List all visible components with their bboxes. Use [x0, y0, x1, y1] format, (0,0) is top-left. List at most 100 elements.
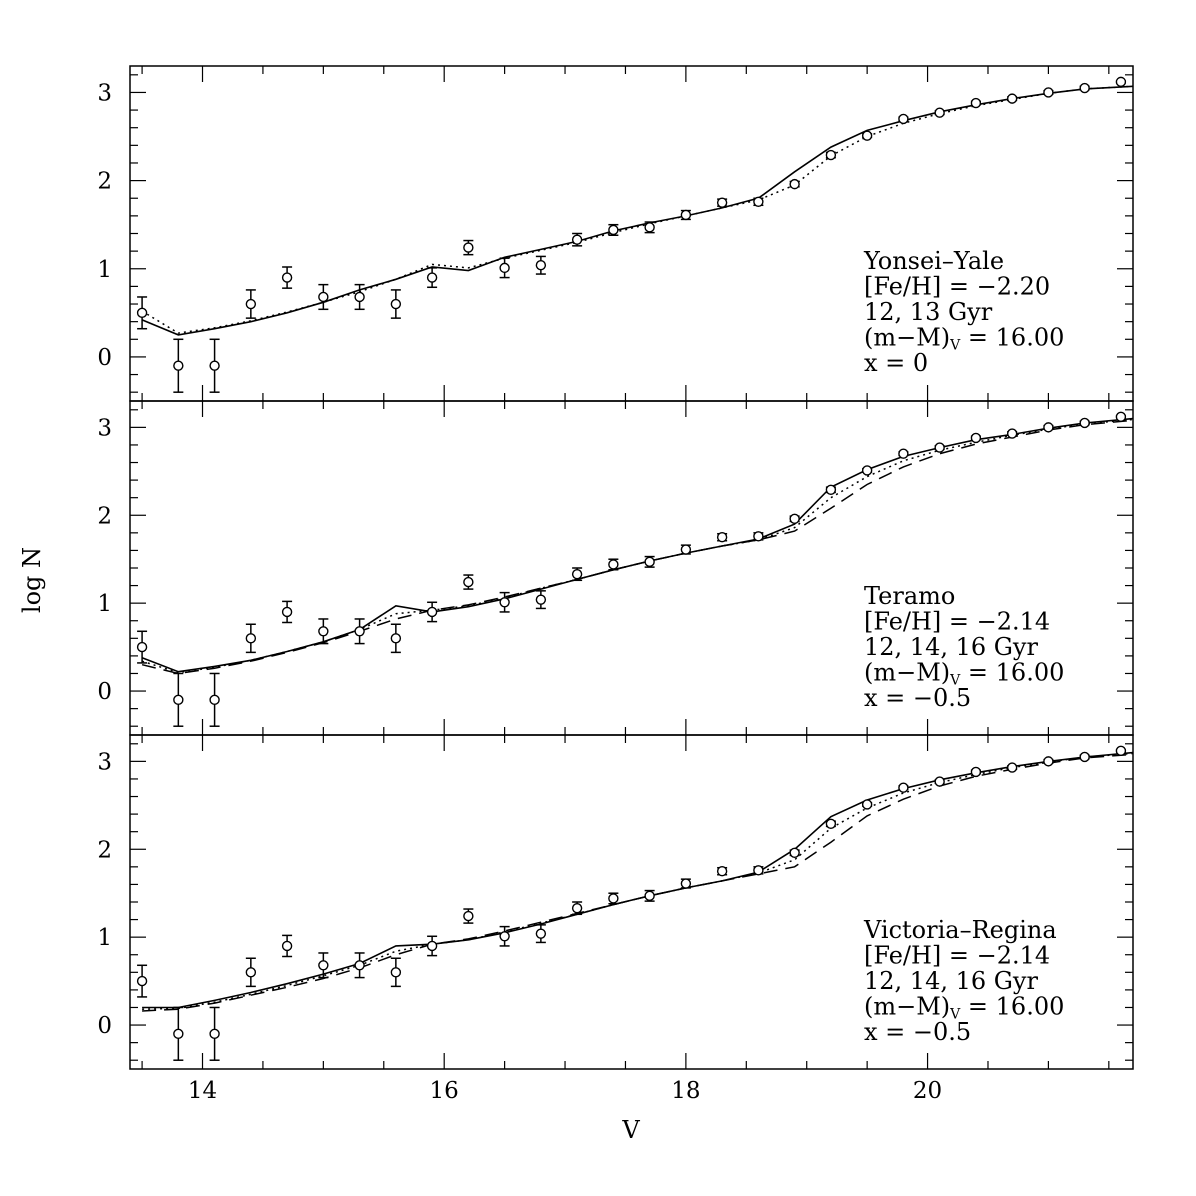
observed-point — [861, 799, 873, 810]
observed-point — [318, 626, 329, 637]
x-tick-label: 14 — [188, 1078, 217, 1104]
panel-label-line: Victoria–Regina — [863, 916, 1057, 944]
observed-point — [1115, 745, 1127, 757]
observed-point — [970, 766, 982, 778]
panel-label-line: Teramo — [864, 582, 955, 610]
observed-point — [136, 641, 148, 653]
y-tick-label: 2 — [97, 503, 112, 529]
y-tick-label: 1 — [97, 591, 112, 617]
observed-point — [245, 633, 257, 644]
observed-point — [861, 130, 873, 141]
y-tick-label: 3 — [97, 80, 112, 106]
panel-label-line: 12, 14, 16 Gyr — [864, 633, 1038, 661]
observed-point — [753, 196, 764, 207]
y-tick-label: 0 — [97, 345, 112, 371]
observed-point — [1043, 87, 1054, 98]
observed-point — [281, 606, 293, 618]
observed-point — [354, 626, 365, 637]
observed-point — [136, 307, 148, 319]
observed-point — [825, 149, 837, 161]
observed-point — [1043, 756, 1054, 767]
observed-point — [970, 432, 982, 444]
observed-point — [1115, 411, 1127, 423]
observed-point — [463, 242, 474, 253]
observed-point — [644, 556, 655, 568]
observed-point — [753, 865, 764, 876]
observed-point — [571, 902, 583, 914]
model-line-dotted — [141, 85, 1134, 334]
observed-point — [1006, 93, 1018, 104]
observed-point — [354, 291, 365, 303]
observed-point — [354, 960, 365, 971]
observed-point — [680, 209, 692, 221]
observed-point — [825, 484, 837, 495]
y-axis-title: log N — [18, 547, 46, 613]
model-line-solid — [142, 751, 1134, 1009]
observed-point — [390, 633, 402, 644]
x-tick-label: 18 — [671, 1078, 700, 1104]
observed-point — [1079, 82, 1090, 94]
observed-point — [390, 298, 402, 310]
observed-point — [680, 878, 692, 889]
panel-label-line: [Fe/H] = −2.20 — [864, 273, 1050, 301]
observed-point — [861, 465, 873, 476]
observed-point — [463, 910, 474, 922]
observed-point — [209, 1028, 220, 1040]
observed-point — [535, 594, 547, 605]
observed-point — [644, 222, 655, 233]
observed-point — [825, 818, 837, 829]
y-tick-label: 2 — [97, 169, 112, 195]
observed-point — [173, 694, 184, 706]
observed-point — [173, 1028, 184, 1040]
observed-point — [1006, 428, 1018, 439]
observed-point — [789, 847, 800, 858]
subscript-v: V — [949, 338, 961, 354]
panel-label-line: (m−M)V = 16.00 — [864, 993, 1064, 1023]
observed-point — [1079, 751, 1090, 763]
observed-point — [898, 113, 909, 125]
observed-point — [318, 291, 329, 303]
observed-point — [499, 931, 510, 942]
model-line-dashed — [141, 419, 1134, 675]
observed-point — [209, 694, 220, 706]
panel-label-line: (m−M)V = 16.00 — [864, 659, 1064, 689]
observed-point — [934, 107, 945, 118]
panel-label-line: x = −0.5 — [864, 684, 971, 712]
observed-point — [535, 260, 547, 271]
observed-point — [970, 97, 982, 109]
panel-label-line: 12, 14, 16 Gyr — [864, 967, 1038, 995]
observed-point — [1115, 76, 1127, 88]
observed-point — [209, 360, 220, 371]
distance-modulus-value: = 16.00 — [960, 659, 1064, 687]
subscript-v: V — [949, 673, 961, 689]
observed-point — [571, 568, 583, 580]
model-line-dashed — [142, 753, 1134, 1012]
y-tick-label: 3 — [97, 749, 112, 775]
y-tick-label: 0 — [97, 679, 112, 705]
observed-point — [608, 559, 619, 570]
y-tick-label: 1 — [97, 257, 112, 283]
y-tick-label: 1 — [97, 925, 112, 951]
observed-point — [934, 442, 945, 453]
observed-point — [753, 531, 764, 542]
model-line-dotted — [141, 418, 1134, 674]
x-tick-labels: 14 16 18 20 — [188, 1078, 942, 1104]
y-tick-label: 2 — [97, 837, 112, 863]
observed-point — [281, 272, 293, 283]
observed-point — [644, 890, 655, 902]
distance-modulus-value: = 16.00 — [960, 993, 1064, 1021]
model-line-solid — [141, 85, 1134, 336]
observed-point — [716, 532, 728, 543]
x-tick-label: 20 — [913, 1078, 942, 1104]
panel-label-line: 12, 13 Gyr — [864, 298, 993, 326]
observed-point — [245, 298, 257, 310]
y-tick-label: 3 — [97, 415, 112, 441]
observed-point — [934, 776, 945, 787]
observed-point — [463, 576, 474, 588]
observed-point — [281, 940, 293, 952]
observed-point — [1043, 422, 1054, 433]
